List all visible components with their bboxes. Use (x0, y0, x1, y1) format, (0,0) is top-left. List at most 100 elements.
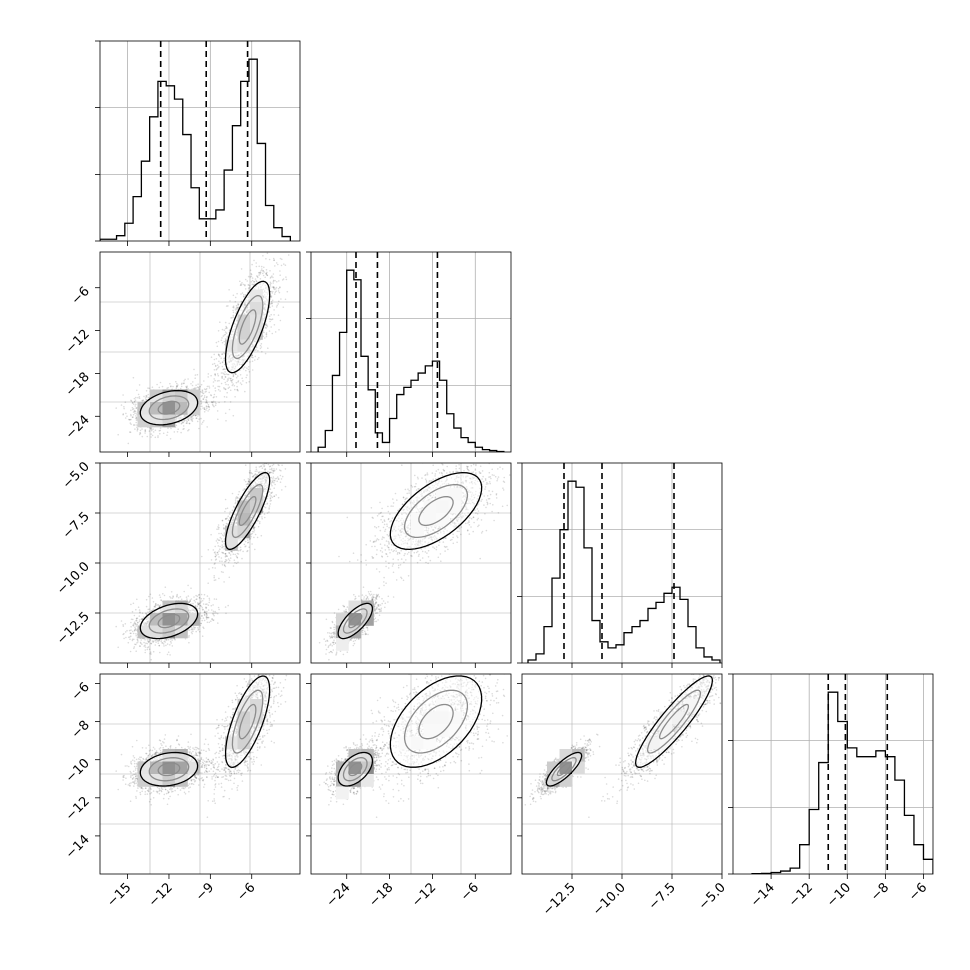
scatter-point (253, 531, 255, 533)
panel-content (100, 41, 300, 241)
scatter-point (135, 403, 137, 406)
scatter-point (143, 645, 145, 647)
scatter-point (201, 614, 203, 617)
scatter-point (201, 392, 204, 394)
scatter-point (269, 277, 272, 279)
scatter-point (224, 321, 227, 324)
scatter-point (135, 619, 138, 622)
scatter-point (138, 645, 141, 647)
scatter-point (260, 265, 263, 268)
scatter-point (227, 604, 229, 607)
scatter-point (150, 658, 152, 661)
scatter-point (166, 643, 169, 645)
scatter-point (195, 387, 197, 389)
scatter-point (137, 622, 139, 624)
scatter-point (215, 554, 218, 557)
scatter-point (192, 417, 194, 420)
scatter-point (287, 254, 290, 256)
scatter-point (135, 634, 137, 637)
scatter-point (210, 394, 213, 397)
scatter-point (164, 639, 166, 641)
scatter-point (211, 618, 213, 620)
scatter-point (274, 291, 277, 294)
scatter-point (248, 471, 251, 474)
scatter-point (203, 388, 206, 390)
scatter-point (225, 373, 228, 375)
scatter-point (182, 421, 185, 424)
scatter-point (206, 401, 208, 404)
scatter-point (221, 546, 224, 548)
scatter-point (218, 379, 220, 382)
scatter-point (240, 300, 243, 303)
scatter-point (248, 538, 251, 540)
scatter-point (142, 399, 144, 401)
scatter-point (227, 515, 229, 518)
scatter-point (284, 264, 287, 266)
scatter-point (134, 643, 136, 646)
scatter-point (278, 329, 280, 331)
scatter-point (150, 428, 153, 431)
scatter-point (225, 305, 228, 307)
scatter-point (203, 619, 206, 622)
scatter-point (239, 374, 242, 376)
scatter-point (211, 363, 214, 366)
scatter-point (248, 546, 250, 548)
scatter-point (270, 300, 273, 303)
scatter-point (242, 380, 244, 382)
scatter-point (223, 340, 225, 343)
scatter-point (136, 389, 138, 392)
scatter-point (251, 369, 254, 371)
scatter-point (198, 427, 200, 430)
scatter-point (249, 470, 251, 472)
scatter-point (207, 549, 210, 551)
scatter-point (247, 366, 250, 368)
scatter-point (150, 653, 152, 655)
scatter-point (224, 388, 227, 391)
scatter-point (253, 281, 255, 283)
scatter-point (207, 405, 210, 408)
scatter-point (278, 458, 280, 460)
scatter-point (275, 290, 277, 292)
scatter-point (279, 469, 281, 471)
scatter-point (223, 373, 225, 375)
scatter-point (150, 427, 152, 429)
scatter-point (132, 407, 135, 410)
scatter-point (212, 401, 214, 404)
scatter-point (214, 551, 216, 553)
scatter-point (133, 424, 136, 426)
scatter-point (281, 279, 284, 281)
scatter-point (193, 596, 195, 598)
scatter-point (273, 481, 275, 484)
scatter-point (205, 613, 208, 615)
scatter-point (258, 466, 261, 468)
scatter-point (138, 609, 141, 611)
scatter-point (248, 480, 250, 483)
scatter-point (237, 380, 240, 382)
scatter-point (213, 393, 216, 396)
scatter-point (205, 613, 208, 615)
scatter-point (197, 387, 200, 389)
scatter-point (162, 643, 165, 645)
scatter-point (195, 384, 197, 386)
scatter-point (200, 403, 202, 405)
scatter-point (207, 616, 210, 619)
scatter-point (235, 381, 238, 384)
scatter-point (223, 334, 226, 336)
scatter-point (255, 349, 257, 351)
scatter-point (214, 401, 216, 403)
scatter-point (225, 555, 228, 557)
scatter-point (255, 265, 258, 268)
scatter-point (124, 631, 127, 633)
scatter-point (213, 563, 216, 565)
scatter-point (223, 352, 225, 354)
scatter-point (135, 413, 138, 415)
scatter-point (130, 418, 132, 421)
scatter-point (239, 546, 242, 549)
scatter-point (278, 291, 281, 294)
scatter-point (275, 286, 278, 289)
scatter-point (263, 469, 266, 471)
scatter-point (131, 406, 134, 409)
scatter-point (231, 384, 234, 387)
scatter-point (226, 327, 228, 329)
scatter-point (275, 262, 278, 264)
